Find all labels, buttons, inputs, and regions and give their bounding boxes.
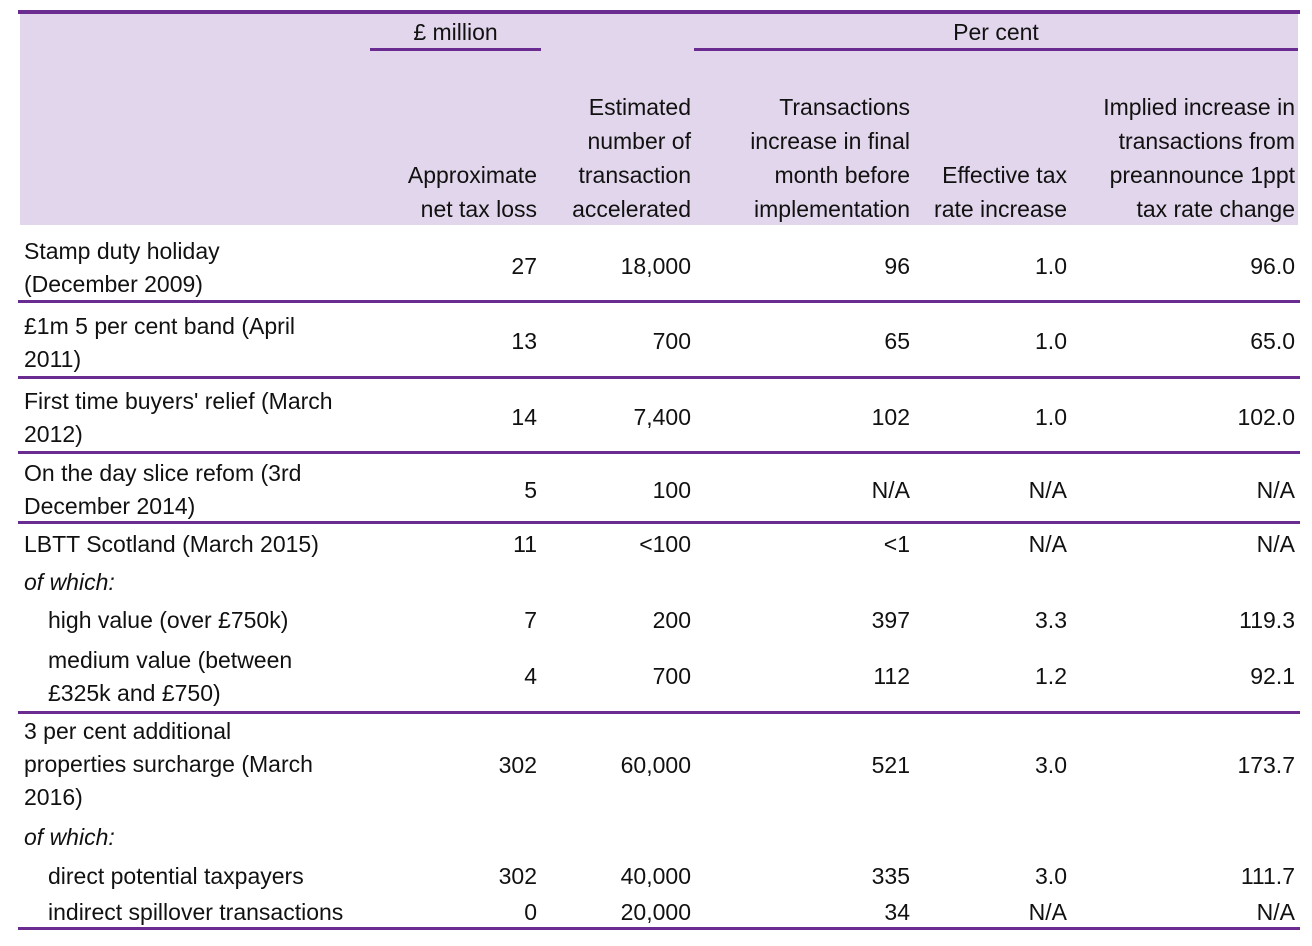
row-value-net-tax-loss: 5: [524, 477, 537, 503]
row-value-implied-increase: 119.3: [1239, 607, 1295, 633]
row-value-net-tax-loss: 13: [511, 328, 537, 354]
million-underline: [370, 48, 541, 51]
header-effective-tax-rate: Effective tax rate increase: [934, 162, 1067, 222]
row-value-implied-increase: 173.7: [1237, 752, 1295, 778]
row-value-transactions-increase: 96: [884, 253, 910, 279]
row-value-net-tax-loss: 7: [524, 607, 537, 633]
row-value-effective-tax-rate: N/A: [1028, 477, 1067, 503]
row-value-net-tax-loss: 4: [524, 663, 537, 689]
row-label: Stamp duty holiday (December 2009): [24, 238, 220, 297]
row-value-transactions-accelerated: 7,400: [633, 404, 691, 430]
row-value-effective-tax-rate: N/A: [1028, 531, 1067, 557]
row-value-transactions-increase: <1: [883, 531, 910, 557]
top-rule: [18, 10, 1300, 14]
row-value-implied-increase: N/A: [1256, 531, 1295, 557]
row-label: LBTT Scotland (March 2015): [24, 531, 319, 557]
row-value-transactions-increase: 102: [871, 404, 910, 430]
row-value-implied-increase: 102.0: [1237, 404, 1295, 430]
row-value-transactions-increase: 34: [884, 899, 910, 925]
row-value-effective-tax-rate: 3.0: [1035, 752, 1067, 778]
row-divider: [18, 521, 1300, 524]
row-label: On the day slice refom (3rd December 201…: [24, 460, 302, 519]
row-value-transactions-accelerated: <100: [639, 531, 691, 557]
row-divider: [18, 711, 1300, 714]
row-value-transactions-accelerated: 100: [652, 477, 691, 503]
row-value-effective-tax-rate: 1.0: [1035, 253, 1067, 279]
row-value-implied-increase: N/A: [1256, 477, 1295, 503]
row-label: high value (over £750k): [48, 607, 289, 633]
row-value-implied-increase: 96.0: [1250, 253, 1295, 279]
row-value-net-tax-loss: 302: [498, 752, 537, 778]
row-value-implied-increase: N/A: [1256, 899, 1295, 925]
row-value-implied-increase: 65.0: [1250, 328, 1295, 354]
row-value-transactions-accelerated: 40,000: [620, 863, 691, 889]
of-which-label: of which:: [24, 824, 115, 850]
header-transactions-increase: Transactions increase in final month bef…: [750, 94, 910, 222]
row-value-effective-tax-rate: 3.0: [1035, 863, 1067, 889]
per-cent-underline: [694, 48, 1298, 51]
row-label: direct potential taxpayers: [48, 863, 304, 889]
row-value-transactions-increase: 335: [871, 863, 910, 889]
row-value-transactions-accelerated: 200: [652, 607, 691, 633]
row-divider: [18, 451, 1300, 454]
row-value-transactions-increase: 397: [871, 607, 910, 633]
header-net-tax-loss: Approximate net tax loss: [407, 162, 537, 222]
row-label: £1m 5 per cent band (April 2011): [24, 313, 296, 372]
row-value-effective-tax-rate: 1.2: [1035, 663, 1067, 689]
row-value-transactions-accelerated: 60,000: [620, 752, 691, 778]
row-divider: [18, 376, 1300, 379]
group-header-per-cent: Per cent: [953, 19, 1039, 45]
header-implied-increase: Implied increase in transactions from pr…: [1103, 94, 1295, 222]
row-value-transactions-accelerated: 700: [652, 328, 691, 354]
row-value-implied-increase: 92.1: [1250, 663, 1295, 689]
row-divider: [18, 927, 1300, 930]
row-value-effective-tax-rate: N/A: [1028, 899, 1067, 925]
row-value-transactions-accelerated: 20,000: [620, 899, 691, 925]
header-transactions-accelerated: Estimated number of transaction accelera…: [572, 94, 691, 222]
row-value-transactions-increase: 65: [884, 328, 910, 354]
row-value-transactions-accelerated: 700: [652, 663, 691, 689]
row-value-effective-tax-rate: 3.3: [1035, 607, 1067, 633]
row-label: First time buyers' relief (March 2012): [24, 388, 333, 447]
of-which-label: of which:: [24, 569, 115, 595]
row-value-transactions-increase: N/A: [871, 477, 910, 503]
row-value-transactions-accelerated: 18,000: [620, 253, 691, 279]
row-value-transactions-increase: 112: [873, 663, 910, 689]
row-label: medium value (between £325k and £750): [48, 647, 293, 706]
row-label: indirect spillover transactions: [48, 899, 344, 925]
row-value-net-tax-loss: 11: [513, 531, 537, 557]
row-value-net-tax-loss: 0: [524, 899, 537, 925]
row-value-net-tax-loss: 14: [511, 404, 537, 430]
row-value-net-tax-loss: 302: [498, 863, 537, 889]
row-label: 3 per cent additional properties surchar…: [24, 718, 313, 810]
row-value-effective-tax-rate: 1.0: [1035, 328, 1067, 354]
row-value-transactions-increase: 521: [871, 752, 910, 778]
row-value-effective-tax-rate: 1.0: [1035, 404, 1067, 430]
row-divider: [18, 300, 1300, 303]
row-value-implied-increase: 111.7: [1240, 863, 1295, 889]
row-value-net-tax-loss: 27: [511, 253, 537, 279]
group-header-million: £ million: [413, 19, 498, 45]
